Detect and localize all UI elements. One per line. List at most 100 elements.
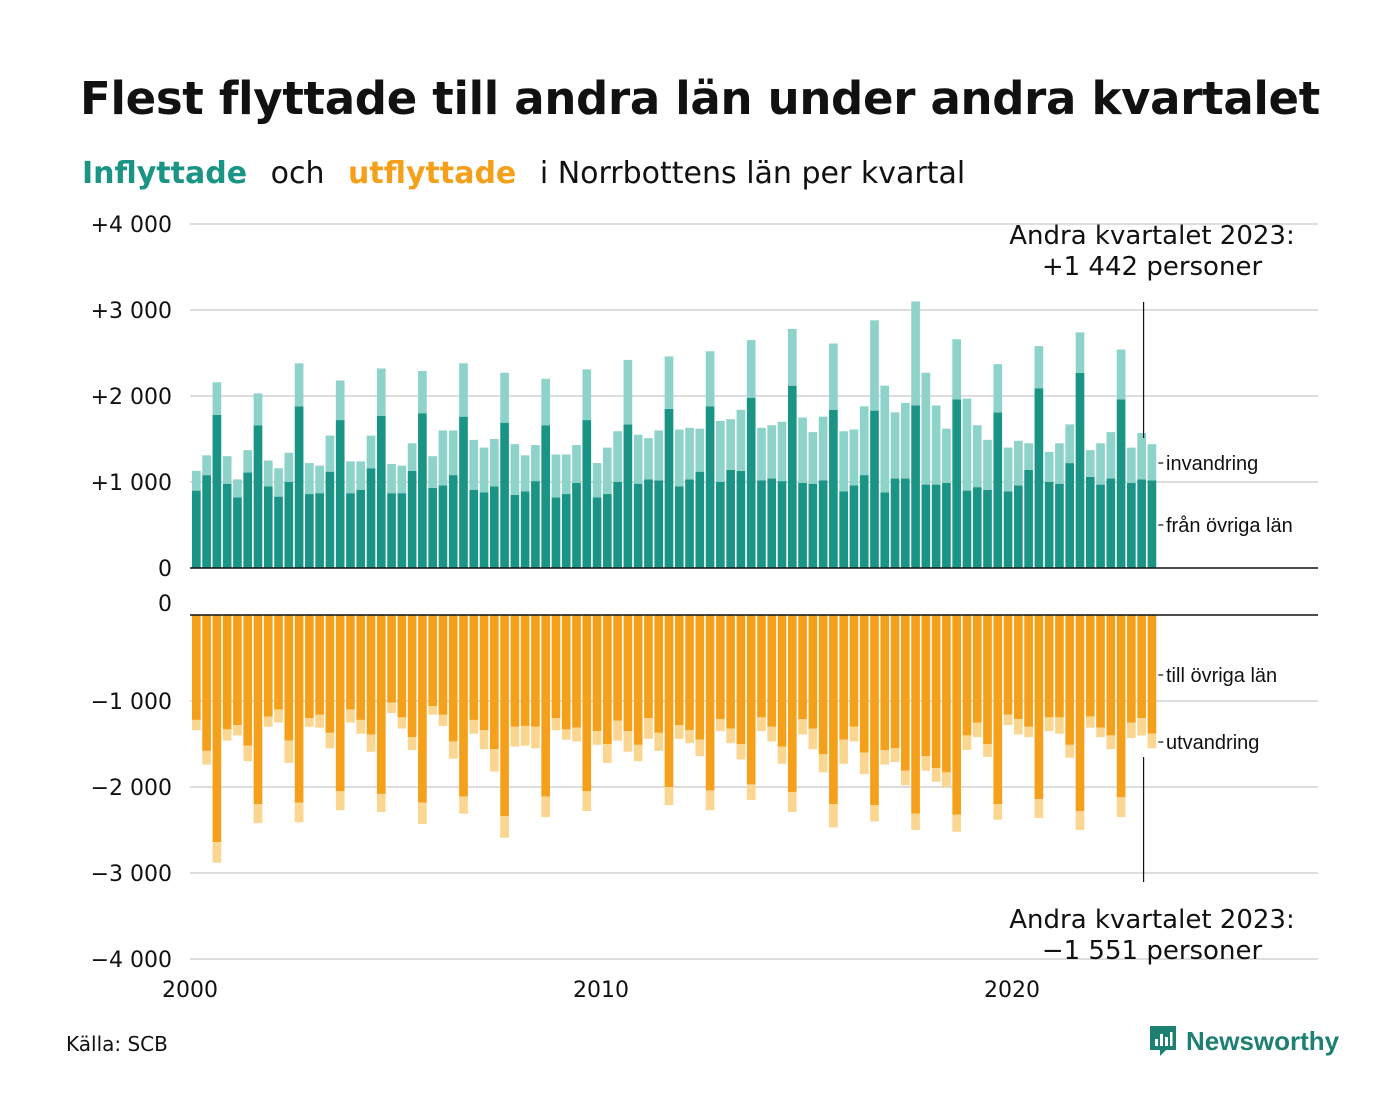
bar-immigration xyxy=(1065,424,1075,464)
bar-to-other-counties xyxy=(633,615,643,745)
bar-immigration xyxy=(582,369,592,421)
bar-to-other-counties xyxy=(253,615,263,805)
bar-emigration xyxy=(1024,726,1033,738)
bar-to-other-counties xyxy=(1106,615,1116,736)
bar-emigration xyxy=(644,718,653,739)
bar-from-other-counties xyxy=(366,468,376,568)
bar-immigration xyxy=(1024,443,1033,470)
bar-from-other-counties xyxy=(1055,483,1064,568)
bar-to-other-counties xyxy=(305,615,314,719)
bar-from-other-counties xyxy=(859,475,869,568)
bar-to-other-counties xyxy=(263,615,273,717)
bar-to-other-counties xyxy=(818,615,828,755)
bar-immigration xyxy=(459,363,468,417)
bar-emigration xyxy=(376,793,386,812)
bar-immigration xyxy=(1085,450,1095,477)
bar-from-other-counties xyxy=(787,385,797,568)
bar-emigration xyxy=(294,802,304,823)
bar-to-other-counties xyxy=(346,615,355,710)
bar-to-other-counties xyxy=(664,615,674,787)
bar-to-other-counties xyxy=(1096,615,1105,728)
bar-emigration xyxy=(1085,716,1095,728)
bar-to-other-counties xyxy=(654,615,664,733)
bar-immigration xyxy=(284,452,294,482)
bar-immigration xyxy=(315,465,324,494)
bar-to-other-counties xyxy=(746,615,756,785)
bar-to-other-counties xyxy=(1075,615,1085,812)
bar-to-other-counties xyxy=(736,615,746,744)
bar-immigration xyxy=(1116,349,1126,400)
bar-immigration xyxy=(202,455,211,476)
bar-emigration xyxy=(561,729,571,740)
bar-emigration xyxy=(1055,717,1064,734)
bar-emigration xyxy=(674,725,684,739)
label-till-ovriga-lan: till övriga län xyxy=(1166,665,1277,687)
bar-immigration xyxy=(1014,440,1023,486)
bar-immigration xyxy=(510,444,520,495)
bar-from-other-counties xyxy=(983,489,992,568)
bar-to-other-counties xyxy=(870,615,879,806)
bar-emigration xyxy=(572,727,581,742)
bar-to-other-counties xyxy=(685,615,694,731)
bar-to-other-counties xyxy=(202,615,211,751)
bar-from-other-counties xyxy=(1014,485,1023,568)
y-tick-label-top: +4 000 xyxy=(91,213,172,238)
bar-emigration xyxy=(870,805,879,822)
bar-immigration xyxy=(1137,432,1146,480)
subtitle-utflyttade: utflyttade xyxy=(348,156,517,191)
bar-to-other-counties xyxy=(551,615,561,719)
bar-immigration xyxy=(849,429,859,486)
bar-to-other-counties xyxy=(428,615,437,707)
bar-to-other-counties xyxy=(1147,615,1157,734)
bar-immigration xyxy=(726,419,735,470)
bar-from-other-counties xyxy=(1085,476,1095,568)
bar-to-other-counties xyxy=(644,615,653,719)
bar-from-other-counties xyxy=(623,424,633,568)
bar-emigration xyxy=(942,772,951,787)
bar-from-other-counties xyxy=(561,494,571,568)
bar-to-other-counties xyxy=(993,615,1003,805)
bar-from-other-counties xyxy=(1065,463,1075,568)
bar-emigration xyxy=(1034,799,1044,818)
bar-emigration xyxy=(438,714,448,726)
bar-emigration xyxy=(664,787,674,806)
y-tick-label-bottom: −1 000 xyxy=(91,690,172,715)
bar-emigration xyxy=(202,750,211,765)
label-fran-ovriga-lan: från övriga län xyxy=(1166,515,1293,537)
bar-immigration xyxy=(520,455,530,492)
bar-from-other-counties xyxy=(325,471,335,568)
bar-to-other-counties xyxy=(469,615,479,720)
bar-to-other-counties xyxy=(674,615,684,726)
bar-emigration xyxy=(777,746,787,764)
migration-bar-chart: 0 +1 000 +2 000 +3 000 +4 000 0 −1 000 −2 000 −3… xyxy=(91,213,1318,1003)
bar-from-other-counties xyxy=(1106,478,1116,568)
bar-to-other-counties xyxy=(880,615,890,751)
bar-to-other-counties xyxy=(972,615,982,723)
bar-to-other-counties xyxy=(1034,615,1044,800)
subtitle-rest: i Norrbottens län per kvartal xyxy=(539,156,966,191)
bar-immigration xyxy=(1096,443,1105,485)
bar-immigration xyxy=(890,412,900,479)
bar-emigration xyxy=(233,725,242,736)
newsworthy-logo-icon xyxy=(1150,1026,1176,1056)
bar-to-other-counties xyxy=(222,615,232,730)
annotation-bottom-line1: Andra kvartalet 2023: xyxy=(1009,905,1294,935)
x-tick-label: 2000 xyxy=(162,978,218,1003)
bar-emigration xyxy=(1096,727,1105,738)
bar-from-other-counties xyxy=(541,425,551,568)
bar-to-other-counties xyxy=(541,615,551,797)
bar-from-other-counties xyxy=(736,470,746,568)
bar-emigration xyxy=(623,731,633,752)
bar-emigration xyxy=(695,739,705,757)
bar-to-other-counties xyxy=(376,615,386,794)
bar-to-other-counties xyxy=(777,615,787,747)
bar-from-other-counties xyxy=(603,494,612,568)
bar-emigration xyxy=(366,734,376,752)
bar-emigration xyxy=(500,816,509,838)
bar-from-other-counties xyxy=(1044,482,1054,568)
bar-immigration xyxy=(397,465,407,494)
bar-from-other-counties xyxy=(233,497,242,568)
bar-immigration xyxy=(972,425,982,488)
bar-emigration xyxy=(284,740,294,763)
bar-immigration xyxy=(623,359,633,425)
